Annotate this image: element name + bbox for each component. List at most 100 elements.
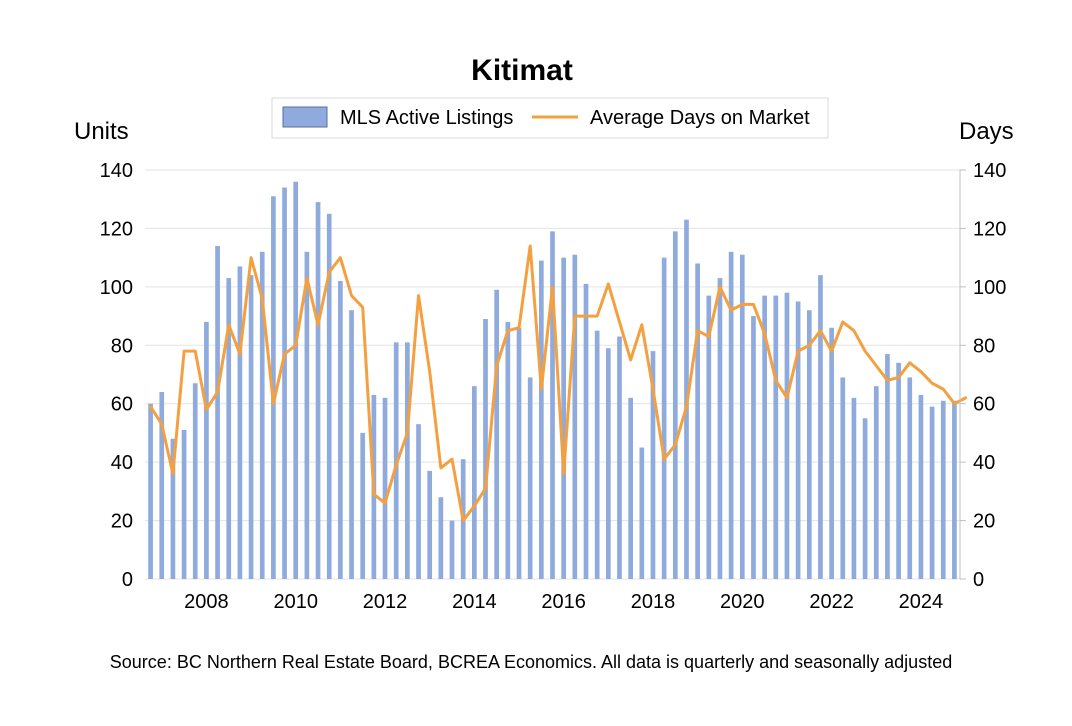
y-left-tick-label: 40 — [111, 452, 133, 474]
listings-bar — [483, 318, 488, 579]
listings-bar — [494, 289, 500, 579]
x-tick-label: 2022 — [809, 591, 854, 613]
y-right-tick-label: 140 — [973, 160, 1006, 182]
listings-bar — [349, 310, 354, 579]
x-axis-ticks: 2008 2010 2012 2014 2016 2018 2020 2022 2024 — [184, 591, 943, 613]
listings-bar — [773, 295, 779, 579]
listings-bar — [605, 348, 611, 579]
source-note: Source: BC Northern Real Estate Board, B… — [110, 652, 952, 672]
listings-bar — [226, 278, 232, 579]
listings-bar — [818, 275, 823, 579]
listings-bar — [661, 257, 667, 579]
listings-bar — [650, 351, 656, 579]
listings-bar — [561, 257, 567, 579]
listings-bar — [572, 254, 578, 579]
listings-bar — [427, 470, 433, 579]
listings-bar — [338, 281, 343, 579]
listings-bar — [304, 251, 310, 580]
listings-bar — [248, 275, 254, 579]
listings-bar — [594, 330, 600, 579]
listings-bar — [237, 266, 243, 579]
listings-bar — [751, 316, 756, 579]
listings-bar — [382, 397, 388, 579]
listings-bar — [583, 283, 589, 579]
listings-bar — [829, 327, 834, 579]
listings-bar — [918, 394, 924, 579]
listings-bar — [940, 400, 946, 579]
days-on-market-line — [149, 244, 968, 523]
listings-bar — [215, 245, 220, 579]
listings-bar — [728, 251, 734, 580]
listings-bar — [762, 295, 767, 579]
legend-label-days: Average Days on Market — [590, 107, 810, 129]
listings-bar — [360, 432, 366, 579]
y-right-tick-label: 60 — [973, 394, 995, 416]
listings-bar — [550, 231, 555, 579]
y-right-tick-label: 80 — [973, 335, 995, 357]
listings-bar — [505, 321, 511, 579]
listings-bar — [885, 354, 890, 579]
listings-bar — [405, 342, 410, 579]
y-left-tick-label: 120 — [100, 218, 133, 240]
x-tick-label: 2008 — [184, 591, 229, 613]
listings-bar — [851, 397, 857, 579]
y-left-tick-label: 140 — [100, 160, 133, 182]
listings-bar — [739, 254, 745, 579]
y-right-tick-label: 20 — [973, 511, 995, 533]
listings-bar — [929, 406, 935, 579]
listings-bar — [192, 383, 198, 579]
listings-bar — [795, 301, 801, 579]
y-left-tick-label: 100 — [100, 277, 133, 299]
y-left-tick-label: 20 — [111, 511, 133, 533]
legend-label-listings: MLS Active Listings — [340, 107, 513, 129]
y-axis-left-ticks: 0 20 40 60 80 100 120 140 — [100, 160, 133, 591]
listings-bar — [181, 430, 187, 579]
listings-bar — [672, 231, 678, 579]
x-tick-label: 2014 — [452, 591, 497, 613]
listings-bar — [148, 403, 153, 579]
listings-bar — [896, 362, 901, 579]
listings-bar — [516, 327, 522, 579]
x-tick-label: 2010 — [273, 591, 318, 613]
listings-bar — [952, 400, 957, 579]
listings-bar — [416, 424, 421, 579]
y-axis-left-title: Units — [74, 118, 129, 145]
listings-bar — [271, 196, 276, 580]
listings-bar — [293, 181, 299, 579]
y-left-tick-label: 80 — [111, 335, 133, 357]
days-line-layer — [149, 244, 968, 523]
y-right-tick-label: 100 — [973, 277, 1006, 299]
listings-bar — [706, 295, 712, 579]
listings-bar — [538, 260, 544, 579]
listings-bar — [806, 310, 812, 579]
y-axis-right-ticks: 0 20 40 60 80 100 120 140 — [959, 160, 1006, 591]
y-right-tick-label: 0 — [973, 569, 984, 591]
listings-bar — [438, 497, 444, 579]
listings-bar — [527, 377, 533, 579]
y-right-tick-label: 120 — [973, 218, 1006, 240]
x-tick-label: 2018 — [631, 591, 676, 613]
chart-title: Kitimat — [471, 54, 573, 87]
listings-bar — [259, 251, 265, 580]
listings-bar — [449, 520, 455, 579]
listings-bar — [326, 213, 332, 579]
x-tick-label: 2016 — [541, 591, 586, 613]
legend-swatch-listings — [282, 106, 328, 128]
listings-bar — [784, 292, 790, 579]
listings-bar — [472, 386, 477, 579]
listings-bar — [170, 438, 176, 579]
listings-bar — [315, 202, 321, 579]
legend: MLS Active Listings Average Days on Mark… — [271, 97, 829, 139]
listings-bar — [717, 278, 723, 579]
listings-bar — [639, 447, 645, 579]
y-left-tick-label: 0 — [122, 569, 133, 591]
listings-bar — [282, 187, 287, 579]
listings-bar — [862, 418, 868, 579]
x-tick-label: 2020 — [720, 591, 765, 613]
listings-bar — [840, 377, 846, 579]
listings-bar — [204, 321, 209, 579]
listings-bar — [617, 336, 622, 579]
y-axis-right-title: Days — [959, 118, 1014, 145]
